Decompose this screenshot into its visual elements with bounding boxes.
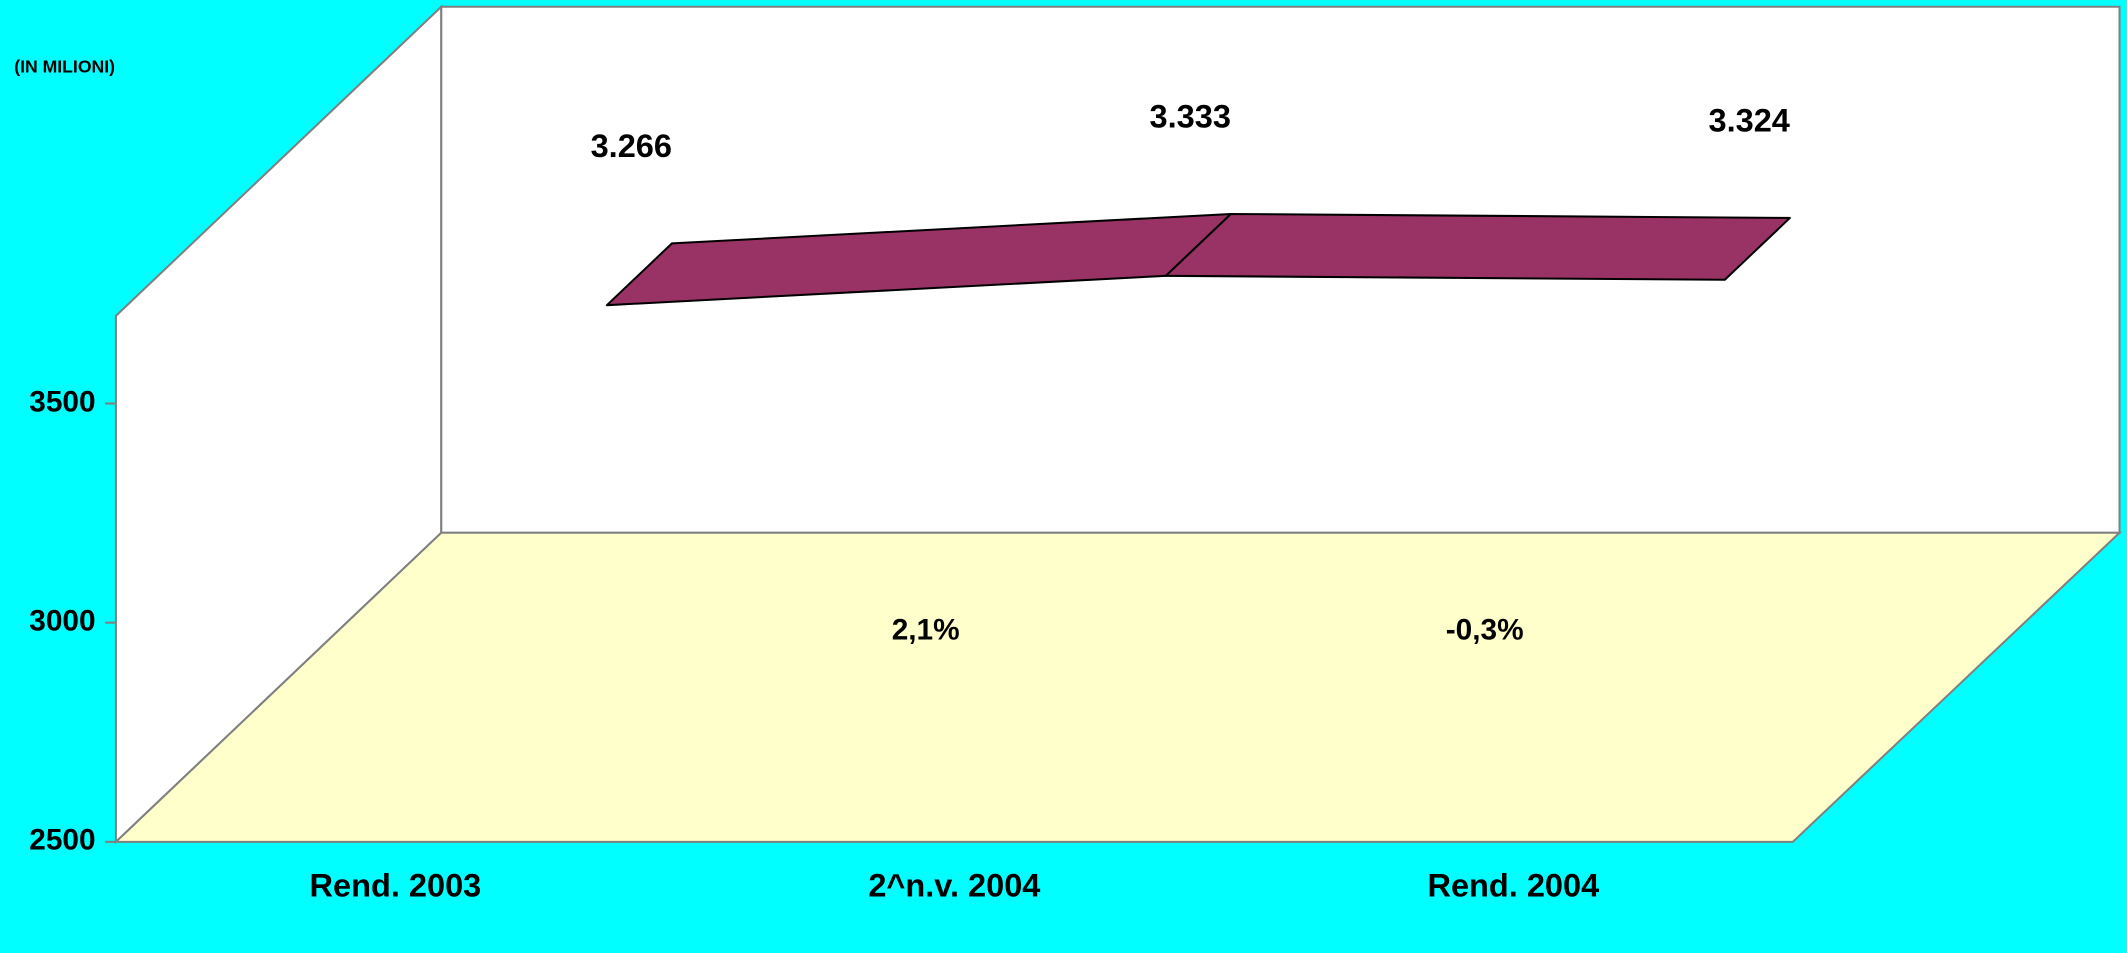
data-label: 3.266: [591, 128, 672, 164]
data-label: 3.333: [1150, 99, 1231, 135]
y-axis-label: (IN MILIONI): [14, 56, 115, 76]
data-label: 3.324: [1709, 103, 1790, 139]
y-tick-label: 2500: [29, 824, 95, 857]
x-tick-label: Rend. 2003: [310, 868, 482, 904]
annotation: -0,3%: [1446, 614, 1524, 647]
line-segment: [1164, 212, 1791, 281]
y-tick-label: 3500: [29, 385, 95, 418]
x-tick-label: 2^n.v. 2004: [868, 868, 1040, 904]
floor: [113, 531, 2123, 843]
annotation: 2,1%: [892, 614, 960, 647]
y-tick-label: 3000: [29, 605, 95, 638]
x-tick-label: Rend. 2004: [1427, 868, 1599, 904]
